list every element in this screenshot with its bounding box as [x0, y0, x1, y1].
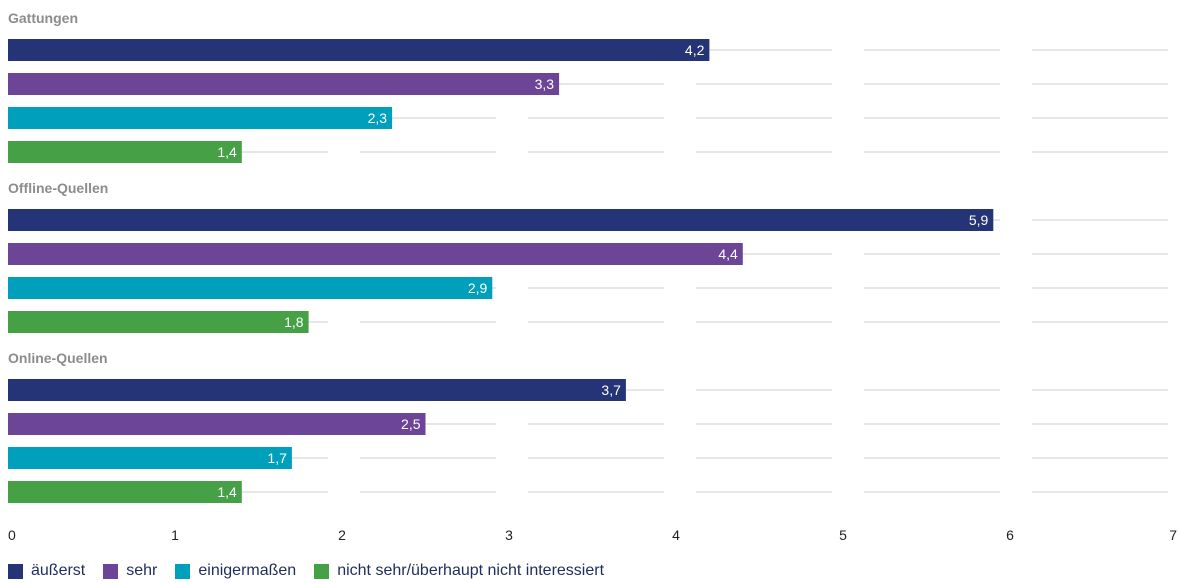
data-label: 3,7 — [601, 382, 621, 398]
data-label: 4,2 — [685, 42, 705, 58]
legend-label: sehr — [126, 562, 158, 579]
bar — [8, 39, 710, 61]
data-label: 2,5 — [401, 416, 421, 432]
data-label: 2,9 — [468, 280, 488, 296]
data-label: 1,8 — [284, 314, 304, 330]
legend-swatch — [314, 563, 330, 579]
data-label: 3,3 — [535, 76, 555, 92]
x-tick-label: 0 — [8, 527, 16, 543]
legend-item: einigermaßen — [175, 562, 296, 580]
x-tick-label: 3 — [505, 527, 513, 543]
x-tick-label: 4 — [672, 527, 680, 543]
data-label: 1,4 — [217, 484, 237, 500]
legend-label: nicht sehr/überhaupt nicht interessiert — [337, 562, 605, 579]
data-label: 5,9 — [969, 212, 989, 228]
x-tick-label: 7 — [1169, 527, 1177, 543]
bar — [8, 379, 626, 401]
data-label: 4,4 — [718, 246, 738, 262]
bar — [8, 481, 242, 503]
bar-chart-plot: Gattungen 4,2 3,3 2,3 1,4 Offline-Quellen 5,9 4… — [8, 10, 1177, 543]
bar — [8, 141, 242, 163]
bar — [8, 413, 426, 435]
legend-label: einigermaßen — [198, 562, 297, 579]
bar — [8, 311, 309, 333]
legend-swatch — [8, 563, 23, 579]
data-label: 2,3 — [368, 110, 388, 126]
legend-item: äußerst — [8, 562, 85, 580]
legend-item: nicht sehr/überhaupt nicht interessiert — [314, 562, 604, 580]
bar — [8, 447, 292, 469]
data-label: 1,4 — [217, 144, 237, 160]
group-title: Offline-Quellen — [8, 180, 108, 196]
bar — [8, 277, 493, 299]
x-tick-label: 2 — [338, 527, 346, 543]
x-tick-label: 1 — [171, 527, 179, 543]
data-label: 1,7 — [267, 450, 287, 466]
x-tick-label: 5 — [839, 527, 847, 543]
legend-swatch — [103, 563, 119, 579]
legend-swatch — [175, 563, 191, 579]
group-title: Gattungen — [8, 10, 78, 26]
legend-item: sehr — [103, 562, 157, 580]
legend: äußerst sehr einigermaßen nicht sehr/überha… — [8, 562, 622, 580]
bar — [8, 107, 393, 129]
bar — [8, 243, 743, 265]
legend-label: äußerst — [31, 562, 86, 579]
bar — [8, 209, 994, 231]
group-title: Online-Quellen — [8, 350, 108, 366]
x-tick-label: 6 — [1006, 527, 1014, 543]
bar — [8, 73, 560, 95]
